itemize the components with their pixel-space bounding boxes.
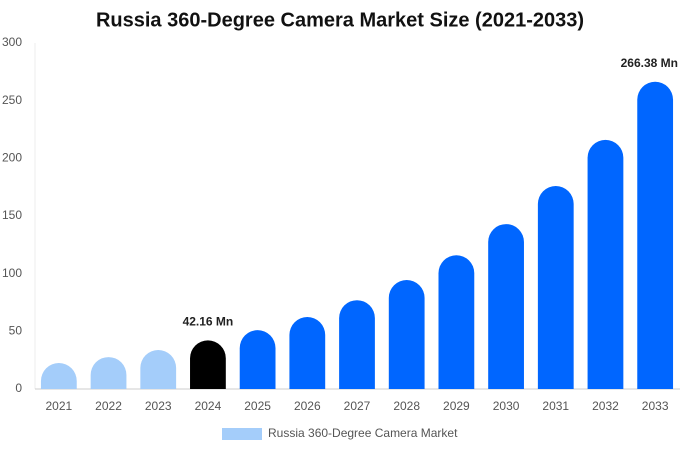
- x-tick-label: 2023: [145, 399, 172, 413]
- bar: [140, 350, 177, 389]
- y-tick-label: 250: [2, 93, 22, 107]
- value-label: 42.16 Mn: [183, 315, 234, 329]
- legend-swatch: [222, 428, 262, 440]
- legend-label: Russia 360-Degree Camera Market: [268, 426, 458, 440]
- bar: [190, 340, 226, 389]
- x-tick-label: 2021: [45, 399, 72, 413]
- x-tick-label: 2022: [95, 399, 122, 413]
- bar: [438, 255, 475, 389]
- y-tick-label: 50: [9, 324, 23, 338]
- bar: [40, 363, 77, 389]
- bar: [388, 280, 425, 389]
- x-tick-label: 2024: [195, 399, 222, 413]
- x-tick-label: 2031: [542, 399, 569, 413]
- y-tick-label: 100: [2, 266, 22, 280]
- y-tick-label: 0: [15, 381, 22, 395]
- chart-title: Russia 360-Degree Camera Market Size (20…: [96, 9, 584, 31]
- bar: [587, 139, 624, 389]
- bar: [537, 186, 574, 389]
- x-tick-label: 2026: [294, 399, 321, 413]
- bar: [637, 81, 674, 389]
- x-tick-label: 2032: [592, 399, 619, 413]
- x-tick-label: 2028: [393, 399, 420, 413]
- y-tick-label: 200: [2, 151, 22, 165]
- value-label: 266.38 Mn: [621, 56, 678, 70]
- bar: [239, 330, 276, 389]
- bar: [339, 300, 375, 389]
- bar: [90, 357, 127, 389]
- bar: [289, 317, 326, 389]
- x-tick-label: 2033: [642, 399, 669, 413]
- x-tick-label: 2029: [443, 399, 470, 413]
- bar: [488, 224, 524, 389]
- y-tick-label: 300: [2, 35, 22, 49]
- x-tick-label: 2030: [493, 399, 520, 413]
- x-tick-label: 2025: [244, 399, 271, 413]
- x-tick-label: 2027: [344, 399, 371, 413]
- y-tick-label: 150: [2, 208, 22, 222]
